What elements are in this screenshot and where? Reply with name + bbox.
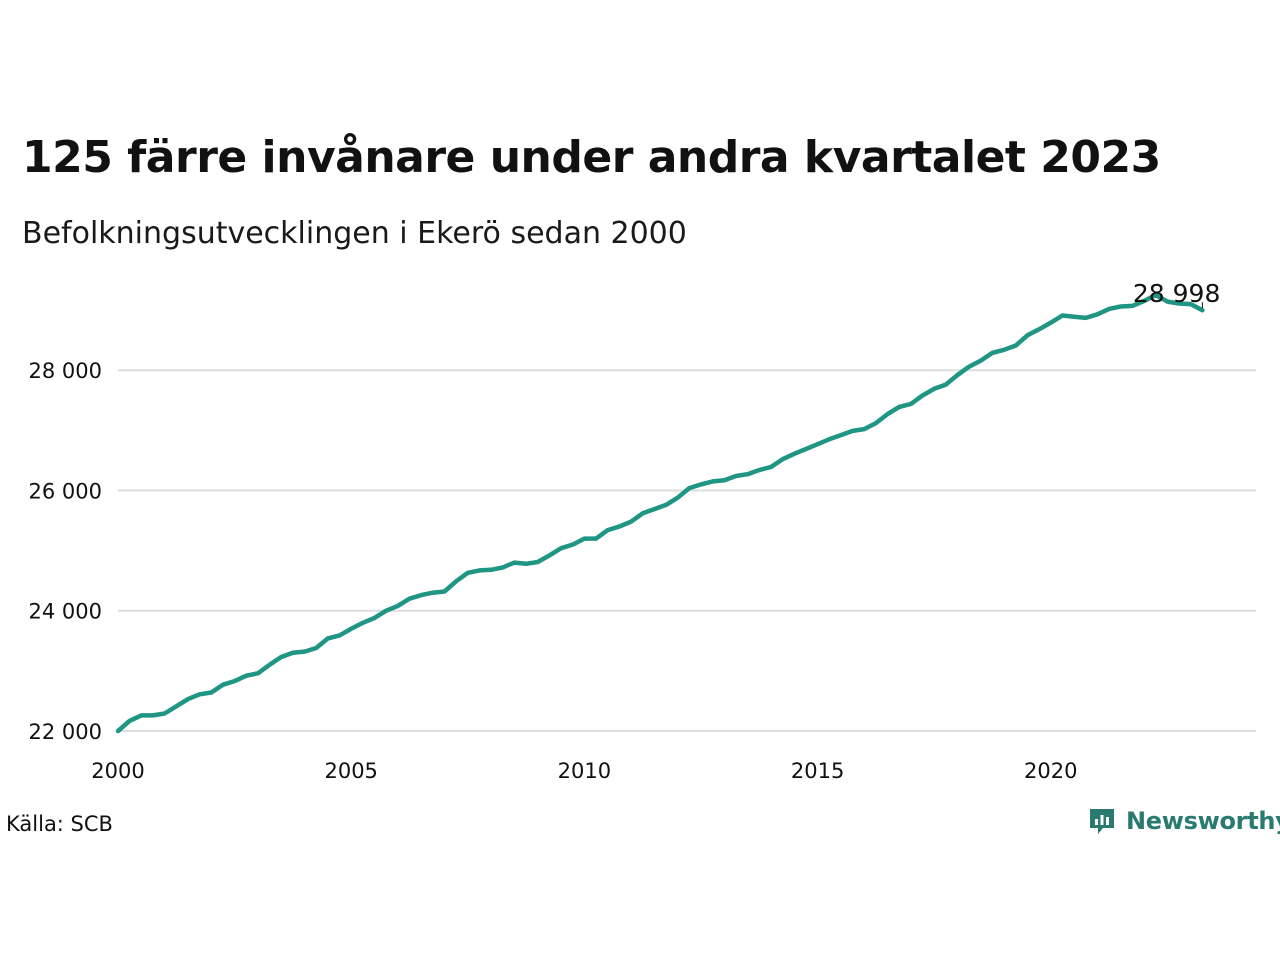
x-tick-label: 2010	[558, 759, 611, 783]
brand-name: Newsworthy	[1126, 807, 1280, 835]
x-tick-label: 2020	[1024, 759, 1077, 783]
chart-title: 125 färre invånare under andra kvartalet…	[22, 132, 1161, 183]
y-tick-label: 28 000	[29, 359, 102, 383]
chart-subtitle: Befolkningsutvecklingen i Ekerö sedan 20…	[22, 216, 687, 251]
end-value-label: 28 998	[1133, 279, 1220, 308]
x-tick-label: 2005	[324, 759, 377, 783]
x-tick-label: 2000	[91, 759, 144, 783]
y-tick-label: 26 000	[29, 479, 102, 503]
newsworthy-logo-icon	[1090, 809, 1114, 834]
series-line	[115, 292, 1205, 734]
brand-logo[interactable]: Newsworthy	[1088, 803, 1280, 839]
x-tick-label: 2015	[791, 759, 844, 783]
source-note: Källa: SCB	[6, 812, 113, 836]
y-tick-label: 22 000	[29, 720, 102, 744]
y-tick-label: 24 000	[29, 600, 102, 624]
